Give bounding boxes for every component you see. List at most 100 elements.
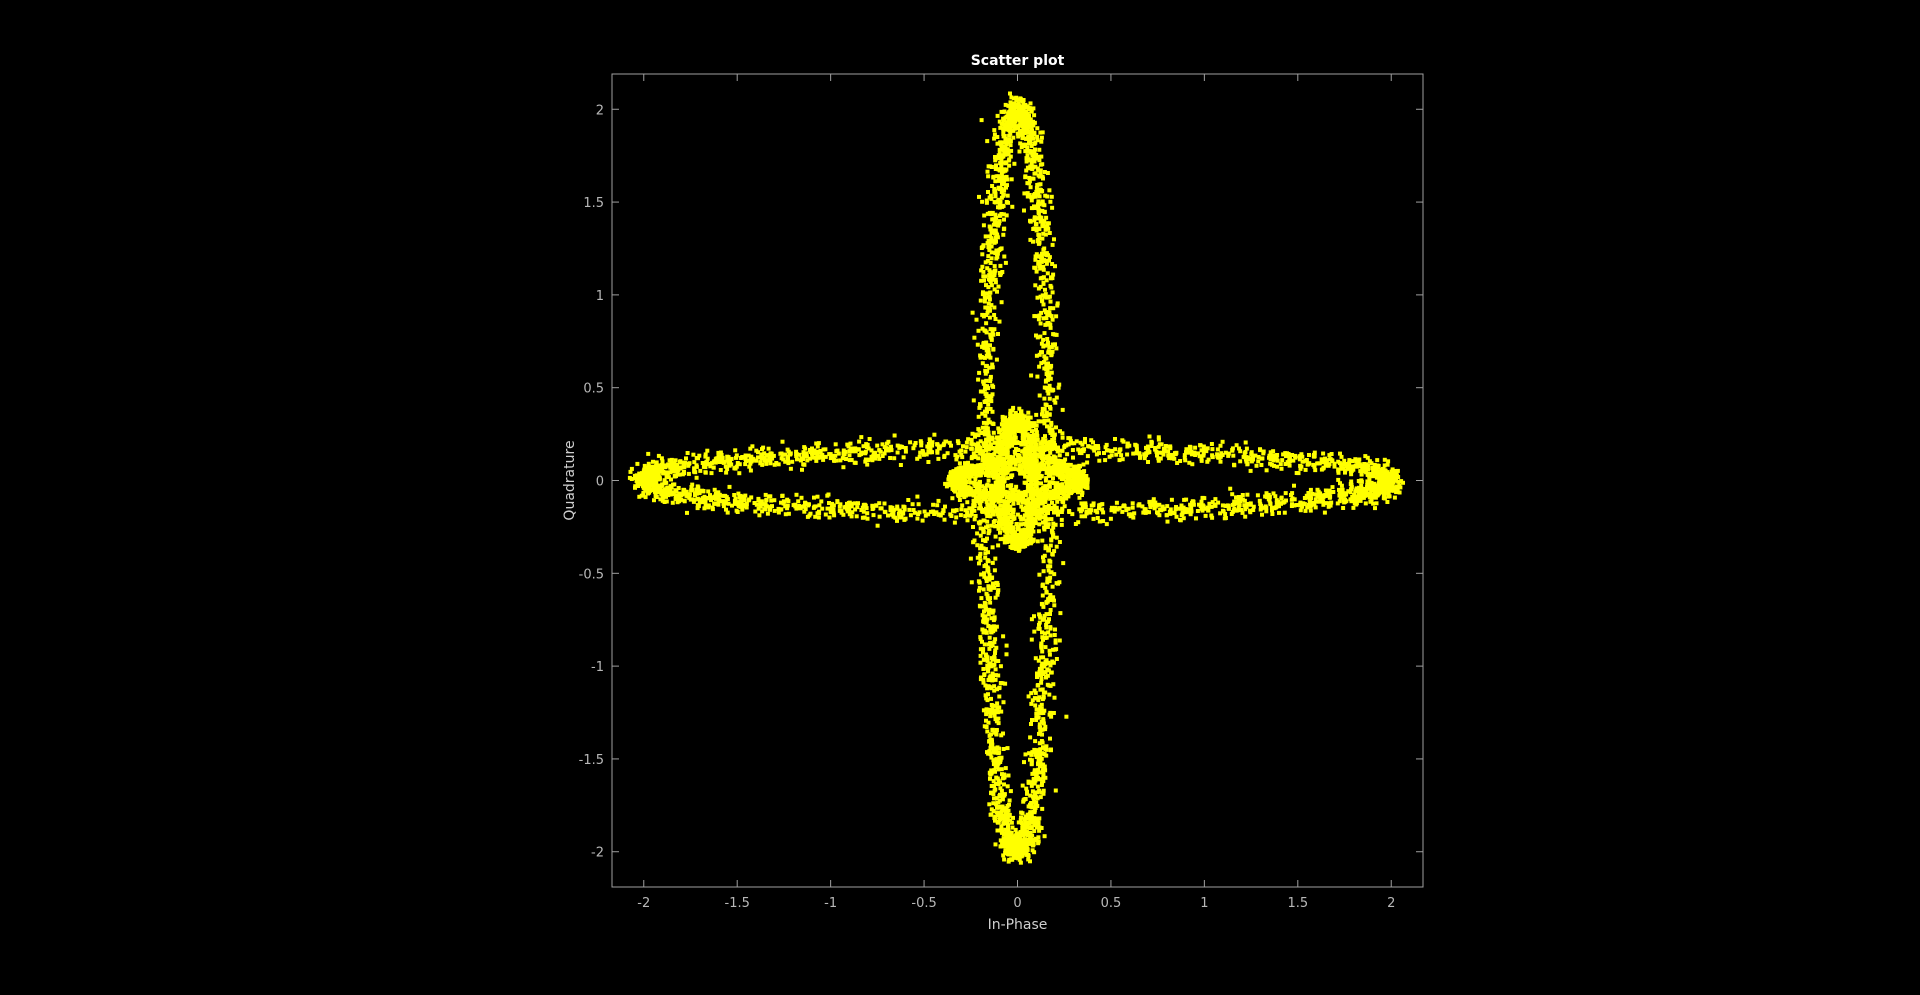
scatter-point [996, 721, 1001, 726]
scatter-point [1047, 425, 1052, 430]
scatter-point [1047, 387, 1052, 392]
scatter-point [1249, 450, 1254, 455]
scatter-point [1321, 451, 1326, 456]
scatter-point [1051, 682, 1056, 687]
scatter-point [988, 442, 993, 447]
scatter-point [1002, 254, 1007, 259]
scatter-point [1002, 772, 1007, 777]
scatter-point [830, 504, 835, 509]
scatter-point [1256, 455, 1261, 459]
scatter-point [915, 456, 920, 461]
scatter-point [973, 499, 978, 504]
scatter-point [1183, 510, 1188, 515]
scatter-point [1236, 498, 1241, 503]
scatter-point [916, 502, 921, 507]
scatter-point [930, 440, 935, 445]
scatter-point [970, 442, 975, 447]
scatter-point [987, 529, 992, 534]
scatter-point [969, 440, 974, 444]
scatter-point [1369, 461, 1374, 466]
scatter-point [1004, 643, 1009, 648]
scatter-point [673, 458, 678, 463]
scatter-point [1156, 456, 1161, 461]
scatter-point [1109, 505, 1114, 510]
scatter-point [1166, 453, 1171, 458]
scatter-point [1042, 418, 1047, 423]
scatter-point [1043, 724, 1048, 729]
scatter-point [1077, 449, 1082, 453]
scatter-point [886, 448, 891, 453]
scatter-point [973, 434, 977, 439]
scatter-point [1195, 509, 1200, 513]
scatter-point [703, 503, 708, 508]
scatter-point [1036, 216, 1041, 221]
scatter-point [1053, 342, 1057, 347]
scatter-point [1004, 213, 1009, 218]
scatter-point [660, 489, 665, 493]
scatter-point [869, 448, 874, 453]
scatter-point [1016, 820, 1021, 825]
scatter-point [1037, 364, 1042, 369]
scatter-point [1313, 505, 1318, 510]
scatter-point [1057, 382, 1062, 387]
scatter-point [1377, 481, 1382, 486]
scatter-point [990, 210, 995, 215]
scatter-point [1054, 647, 1059, 652]
scatter-point [1275, 458, 1280, 463]
scatter-point [1046, 473, 1051, 477]
scatter-point [801, 457, 806, 461]
scatter-point [747, 497, 752, 502]
scatter-point [1035, 192, 1040, 197]
scatter-point [1032, 159, 1037, 164]
scatter-point [882, 451, 887, 456]
scatter-point [988, 752, 993, 757]
scatter-point [1002, 148, 1007, 153]
scatter-point [1167, 509, 1172, 514]
scatter-point [890, 505, 895, 510]
scatter-point [664, 474, 669, 479]
scatter-point [1001, 853, 1006, 858]
scatter-point [1043, 645, 1048, 650]
scatter-point [666, 493, 671, 498]
scatter-point [982, 278, 986, 283]
scatter-point [991, 624, 996, 629]
scatter-point [1039, 135, 1044, 140]
scatter-point [1170, 510, 1175, 515]
scatter-point [985, 241, 990, 246]
scatter-point [1140, 504, 1145, 509]
scatter-point [786, 511, 791, 516]
scatter-point [987, 294, 992, 299]
scatter-point [971, 525, 975, 529]
scatter-point [974, 446, 979, 451]
scatter-point [1027, 122, 1032, 127]
scatter-point [987, 307, 992, 312]
scatter-point [1043, 414, 1048, 418]
scatter-point [1168, 511, 1173, 516]
scatter-point [1087, 444, 1092, 449]
scatter-point [702, 506, 707, 511]
scatter-point [992, 615, 997, 620]
scatter-point [996, 248, 1001, 253]
scatter-point [972, 508, 977, 513]
scatter-point [1004, 185, 1008, 190]
scatter-point [1037, 622, 1041, 627]
scatter-point [984, 712, 989, 717]
scatter-point [694, 491, 699, 496]
scatter-point [1039, 601, 1044, 606]
scatter-point [1166, 449, 1171, 454]
scatter-point [980, 425, 985, 430]
scatter-point [1034, 423, 1039, 428]
scatter-point [1245, 462, 1250, 467]
scatter-point [765, 504, 770, 509]
scatter-point [1395, 484, 1400, 489]
scatter-point [1001, 116, 1006, 121]
scatter-point [799, 495, 804, 500]
scatter-point [1008, 131, 1013, 136]
scatter-point [732, 466, 737, 471]
scatter-point [1012, 126, 1017, 131]
scatter-point [1033, 171, 1038, 176]
scatter-point [976, 414, 981, 419]
scatter-point [996, 284, 1001, 289]
scatter-point [1040, 510, 1044, 515]
